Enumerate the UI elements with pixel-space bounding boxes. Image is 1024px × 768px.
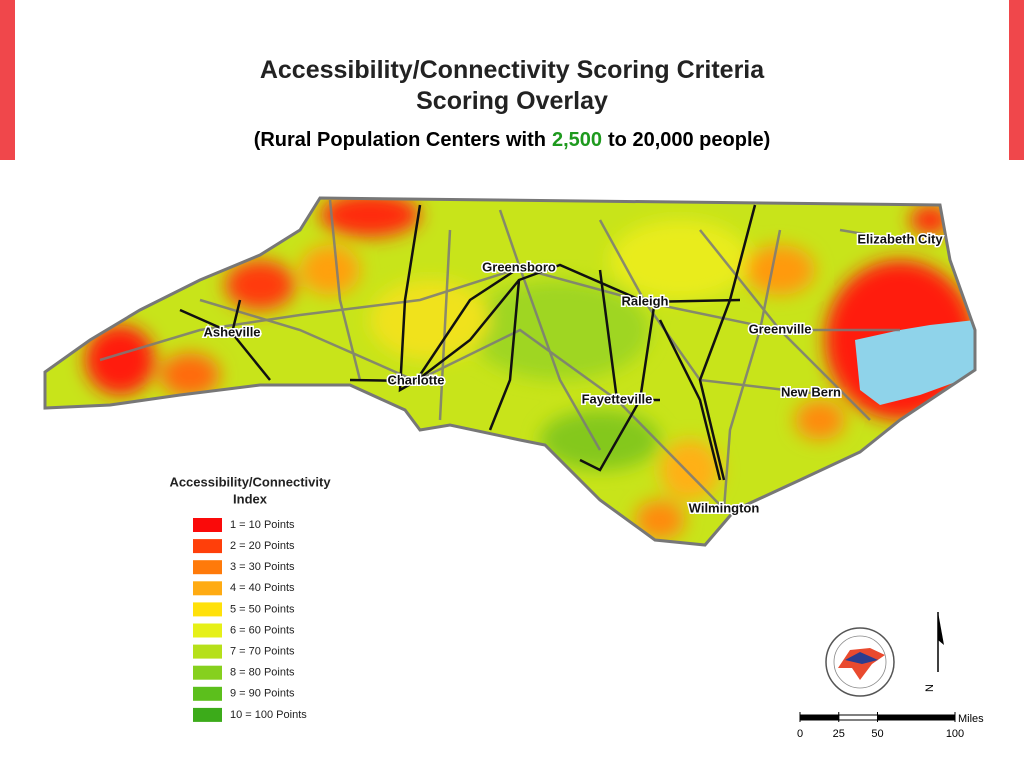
city-label: Fayetteville (582, 391, 653, 406)
scale-label: 100 (946, 728, 964, 740)
city-label: Raleigh (622, 293, 669, 308)
legend-swatch (193, 623, 222, 638)
legend-label: 6 = 60 Points (230, 624, 295, 636)
city-label: Asheville (203, 324, 260, 339)
legend-swatch (193, 581, 222, 596)
city-label: New Bern (781, 384, 841, 399)
legend-swatch (193, 602, 222, 617)
legend-label: 8 = 80 Points (230, 667, 295, 679)
legend-swatch (193, 539, 222, 554)
scale-segment (838, 714, 878, 721)
title: Accessibility/Connectivity Scoring Crite… (259, 56, 765, 84)
side-bar (0, 0, 15, 160)
scale-label: 0 (797, 728, 803, 740)
legend-swatch (193, 644, 222, 659)
legend-title: Accessibility/Connectivity (169, 474, 331, 489)
legend-label: 10 = 100 Points (230, 709, 307, 721)
city-label: Wilmington (689, 500, 760, 515)
city-label: Elizabeth City (857, 231, 943, 246)
scale-segment (799, 714, 840, 721)
scale-label: 25 (833, 728, 845, 740)
subtitle-highlight: 2,500 (551, 129, 603, 151)
header: Accessibility/Connectivity Scoring Crite… (0, 55, 1024, 152)
side-bar (1009, 0, 1024, 160)
legend-label: 4 = 40 Points (230, 582, 295, 594)
legend-swatch (193, 686, 222, 701)
legend-swatch (193, 707, 222, 722)
city-label: Greensboro (482, 259, 556, 274)
legend-label: 3 = 30 Points (230, 561, 295, 573)
legend-label: 7 = 70 Points (230, 646, 295, 658)
north-label: N (924, 684, 936, 692)
legend-label: 1 = 10 Points (230, 519, 295, 531)
city-label: Charlotte (387, 372, 444, 387)
legend-swatch (193, 518, 222, 532)
legend-label: 5 = 50 Points (230, 603, 295, 615)
scale-unit: Miles (958, 713, 984, 725)
city-label: Greenville (749, 321, 812, 336)
subtitle-text: to 20,000 people) (608, 129, 771, 151)
subtitle: (Rural Population Centers with 2,500 to 20… (0, 129, 1024, 152)
seal (825, 627, 895, 697)
scale-segment (877, 714, 956, 721)
subtitle-text: (Rural Population Centers with (253, 129, 546, 151)
overlay (45, 198, 975, 545)
legend-swatch (193, 560, 222, 575)
legend-label: 2 = 20 Points (230, 540, 295, 552)
legend-title: Index (233, 491, 268, 506)
north-arrow (937, 612, 944, 672)
scale-label: 50 (871, 728, 883, 740)
legend-label: 9 = 90 Points (230, 688, 295, 700)
title: Scoring Overlay (416, 87, 608, 115)
legend-swatch (193, 665, 222, 680)
